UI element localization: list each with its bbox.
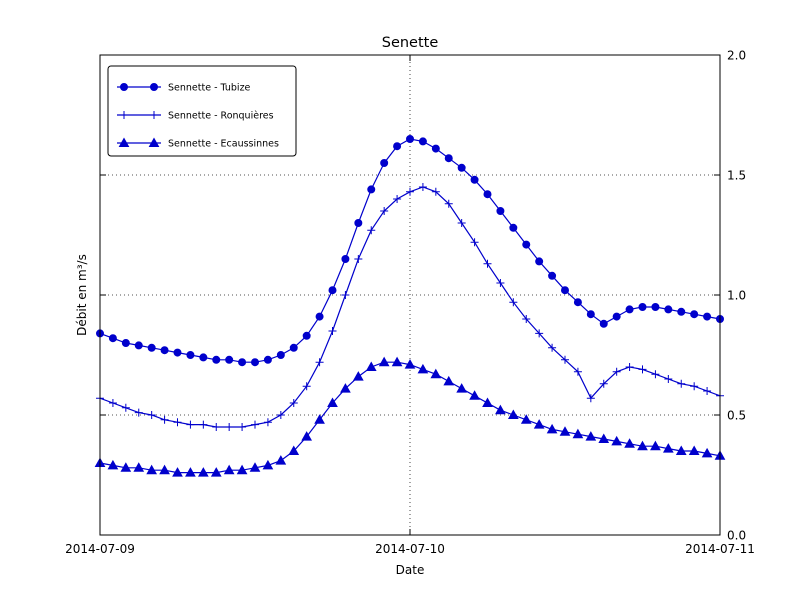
y-tick-label: 0.0 [727, 529, 746, 543]
y-axis-label: Débit en m³/s [75, 254, 89, 336]
data-series [94, 135, 726, 477]
x-tick-labels: 2014-07-09 2014-07-10 2014-07-11 [65, 542, 755, 556]
legend-label-ecaussinnes: Sennette - Ecaussinnes [168, 139, 279, 150]
x-tick-label: 2014-07-11 [685, 542, 755, 556]
y-tick-label: 1.0 [727, 289, 746, 303]
x-tick-label: 2014-07-10 [375, 542, 445, 556]
x-tick-label: 2014-07-09 [65, 542, 135, 556]
y-tick-label: 0.5 [727, 409, 746, 423]
plot-border [99, 54, 721, 536]
x-axis-label: Date [396, 563, 425, 577]
legend-label-tubize: Sennette - Tubize [168, 83, 251, 94]
y-tick-labels: 0.0 0.5 1.0 1.5 2.0 [727, 49, 746, 543]
legend: Sennette - Tubize Sennette - Ronquières … [107, 65, 297, 157]
y-tick-label: 1.5 [727, 169, 746, 183]
y-tick-label: 2.0 [727, 49, 746, 63]
legend-label-ronquieres: Sennette - Ronquières [168, 111, 274, 122]
legend-samples [117, 83, 161, 147]
chart-title: Senette [382, 35, 439, 51]
